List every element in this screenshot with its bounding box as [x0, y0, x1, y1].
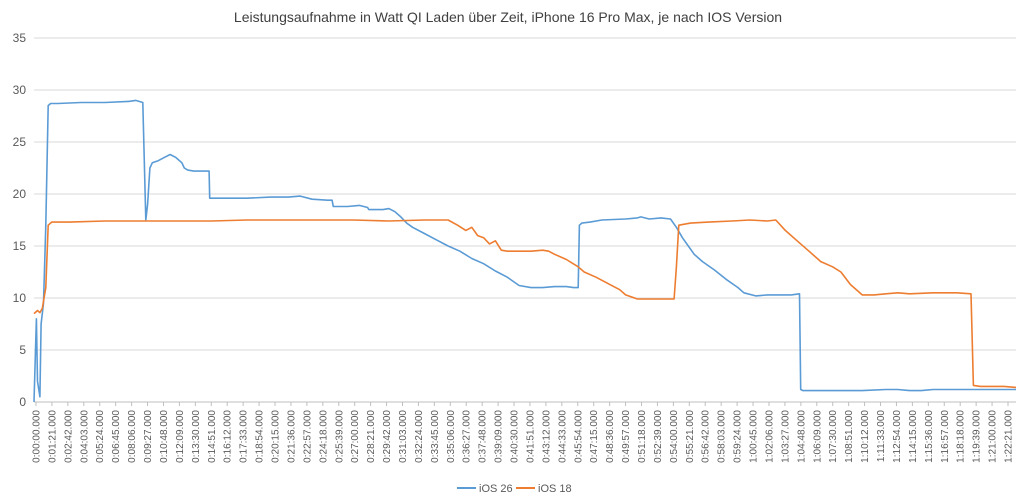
x-tick-label: 0:39:09.000 — [494, 410, 505, 463]
x-tick-label: 0:59:24.000 — [733, 410, 744, 463]
x-tick-label: 0:44:33.000 — [557, 410, 568, 463]
x-tick-label: 0:43:12.000 — [541, 410, 552, 463]
x-tick-label: 0:37:48.000 — [478, 410, 489, 463]
y-tick-labels: 0 5 10 15 20 25 30 35 — [13, 31, 27, 409]
legend-label-ios26: iOS 26 — [479, 483, 513, 495]
x-tick-label: 0:24:18.000 — [318, 410, 329, 463]
series-line-ios26 — [33, 99, 1016, 403]
y-tick-label: 15 — [13, 239, 27, 253]
x-tick-label: 0:55:21.000 — [685, 410, 696, 463]
x-tick-label: 1:22:21.000 — [1004, 410, 1015, 463]
x-tick-label: 1:06:09.000 — [812, 410, 823, 463]
y-tick-label: 35 — [13, 31, 27, 45]
x-tick-label: 0:40:30.000 — [510, 410, 521, 463]
x-tick-label: 0:52:39.000 — [653, 410, 664, 463]
series-lines — [33, 99, 1017, 403]
x-tick-label: 1:03:27.000 — [780, 410, 791, 463]
x-tick-label: 0:22:57.000 — [302, 410, 313, 463]
x-tick-label: 0:45:54.000 — [573, 410, 584, 463]
x-tick-label: 0:13:30.000 — [191, 410, 202, 463]
x-tick-label: 0:58:03.000 — [717, 410, 728, 463]
x-tick-label: 1:14:15.000 — [908, 410, 919, 463]
grid-lines — [34, 37, 1016, 406]
legend-label-ios18: iOS 18 — [538, 483, 572, 495]
x-tick-label: 1:07:30.000 — [828, 410, 839, 463]
x-tick-label: 1:04:48.000 — [796, 410, 807, 463]
x-tick-label: 0:51:18.000 — [637, 410, 648, 463]
x-tick-label: 0:12:09.000 — [175, 410, 186, 463]
x-tick-label: 1:19:39.000 — [972, 410, 983, 463]
x-tick-label: 1:15:36.000 — [924, 410, 935, 463]
x-tick-label: 0:36:27.000 — [462, 410, 473, 463]
x-tick-label: 0:08:06.000 — [127, 410, 138, 463]
x-tick-label: 0:01:21.000 — [47, 410, 58, 463]
x-tick-label: 0:06:45.000 — [111, 410, 122, 463]
x-tick-label: 1:12:54.000 — [892, 410, 903, 463]
x-tick-label: 0:28:21.000 — [366, 410, 377, 463]
x-tick-label: 0:04:03.000 — [79, 410, 90, 463]
legend: iOS 26 iOS 18 — [457, 483, 572, 495]
x-tick-label: 0:31:03.000 — [398, 410, 409, 463]
x-tick-label: 0:00:00.000 — [32, 410, 43, 463]
x-tick-label: 0:25:39.000 — [334, 410, 345, 463]
x-tick-label: 0:54:00.000 — [669, 410, 680, 463]
x-tick-label: 1:21:00.000 — [988, 410, 999, 463]
x-tick-label: 1:16:57.000 — [940, 410, 951, 463]
chart-title: Leistungsaufnahme in Watt QI Laden über … — [234, 9, 782, 25]
x-tick-labels: 0:00:00.000 0:01:21.000 0:02:42.000 0:04:03… — [32, 410, 1015, 463]
x-tick-label: 0:02:42.000 — [63, 410, 74, 463]
x-tick-label: 0:17:33.000 — [239, 410, 250, 463]
x-tick-label: 0:56:42.000 — [701, 410, 712, 463]
y-tick-label: 20 — [13, 187, 27, 201]
x-tick-label: 1:08:51.000 — [844, 410, 855, 463]
y-tick-label: 0 — [19, 395, 26, 409]
x-tick-label: 0:05:24.000 — [95, 410, 106, 463]
x-tick-label: 1:00:45.000 — [749, 410, 760, 463]
x-tick-label: 0:09:27.000 — [143, 410, 154, 463]
x-tick-label: 0:16:12.000 — [223, 410, 234, 463]
x-tick-label: 0:41:51.000 — [525, 410, 536, 463]
y-tick-label: 25 — [13, 135, 27, 149]
y-tick-label: 10 — [13, 291, 27, 305]
x-tick-label: 1:18:18.000 — [956, 410, 967, 463]
series-line-ios18 — [33, 219, 1017, 389]
x-tick-label: 0:14:51.000 — [207, 410, 218, 463]
x-tick-label: 0:10:48.000 — [159, 410, 170, 463]
x-tick-label: 0:49:57.000 — [621, 410, 632, 463]
x-tick-label: 0:48:36.000 — [605, 410, 616, 463]
x-tick-label: 0:21:36.000 — [286, 410, 297, 463]
y-tick-label: 30 — [13, 83, 27, 97]
x-tick-label: 0:18:54.000 — [255, 410, 266, 463]
x-tick-label: 1:02:06.000 — [764, 410, 775, 463]
x-tick-label: 0:27:00.000 — [350, 410, 361, 463]
x-tick-label: 0:35:06.000 — [446, 410, 457, 463]
x-tick-label: 0:20:15.000 — [271, 410, 282, 463]
x-tick-label: 0:33:45.000 — [430, 410, 441, 463]
x-tick-label: 0:29:42.000 — [382, 410, 393, 463]
x-tick-label: 0:47:15.000 — [589, 410, 600, 463]
x-tick-label: 0:32:24.000 — [414, 410, 425, 463]
x-tick-label: 1:10:12.000 — [860, 410, 871, 463]
y-tick-label: 5 — [19, 343, 26, 357]
x-tick-label: 1:11:33.000 — [876, 410, 887, 463]
